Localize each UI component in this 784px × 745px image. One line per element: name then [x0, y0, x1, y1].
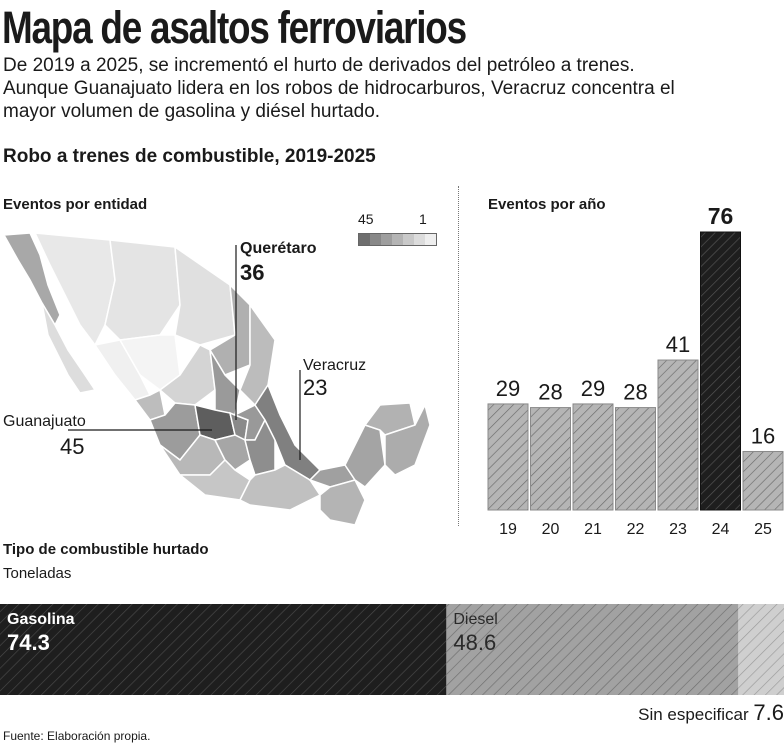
guanajuato-value: 45 [60, 434, 85, 459]
legend-swatch [425, 234, 436, 245]
bar-value-21: 29 [581, 376, 605, 401]
panel-divider [458, 186, 459, 526]
fuel-name-gasolina: Gasolina [7, 611, 75, 628]
legend-swatch [414, 234, 425, 245]
bars-title: Eventos por año [488, 196, 606, 213]
year-bar-chart: 29 19 28 20 29 21 28 22 41 23 76 24 16 25 [487, 203, 784, 538]
page-subtitle: De 2019 a 2025, se incrementó el hurto d… [3, 55, 675, 122]
veracruz-label: Veracruz [303, 357, 367, 374]
bar-22 [615, 407, 656, 511]
legend-min-label: 1 [419, 211, 427, 227]
fuel-segment-diesel [446, 604, 739, 695]
fuel-segment-sin-especificar [738, 604, 784, 695]
sin-especificar-value: 7.6 [753, 700, 784, 725]
map-state-oaxaca [238, 464, 322, 511]
map-state-guerrero [177, 458, 251, 501]
page-title: Mapa de asaltos ferroviarios [2, 2, 467, 53]
bar-value-23: 41 [666, 332, 690, 357]
guanajuato-label: Guanajuato [3, 413, 86, 430]
legend-swatch [403, 234, 414, 245]
bar-value-24: 76 [708, 203, 734, 229]
fuel-value-gasolina: 74.3 [7, 630, 50, 655]
x-tick-22: 22 [627, 521, 645, 538]
fuel-stacked-bar: Gasolina 74.3 Diesel 48.6 [0, 604, 784, 695]
map-legend-scale [358, 233, 437, 246]
fuel-group: Gasolina 74.3 Diesel 48.6 [0, 604, 784, 695]
bar-19 [487, 403, 529, 511]
bar-25 [742, 450, 784, 511]
x-tick-25: 25 [754, 521, 772, 538]
bars-group: 29 19 28 20 29 21 28 22 41 23 76 24 16 25 [487, 203, 784, 538]
bar-value-25: 16 [751, 423, 775, 448]
mexico-map [2, 232, 431, 525]
x-tick-24: 24 [712, 521, 730, 538]
queretaro-value: 36 [240, 260, 265, 285]
bar-24 [700, 231, 741, 511]
legend-swatch [392, 234, 403, 245]
map-title: Eventos por entidad [3, 196, 148, 213]
map-state-quintana-roo [384, 402, 431, 476]
x-tick-21: 21 [584, 521, 602, 538]
fuel-value-diesel: 48.6 [453, 630, 496, 655]
legend-swatch [381, 234, 392, 245]
section-title: Robo a trenes de combustible, 2019-2025 [3, 146, 376, 167]
fuel-title: Tipo de combustible hurtado [3, 541, 209, 558]
fuel-unit: Toneladas [3, 565, 72, 582]
queretaro-label: Querétaro [240, 240, 317, 257]
bar-value-22: 28 [623, 380, 647, 405]
bar-value-19: 29 [496, 376, 520, 401]
x-tick-23: 23 [669, 521, 687, 538]
x-tick-19: 19 [499, 521, 517, 538]
map-state-puebla [244, 418, 276, 476]
legend-swatch [370, 234, 381, 245]
map-state-chiapas [319, 479, 366, 525]
map-state-chihuahua [104, 239, 181, 341]
source-note: Fuente: Elaboración propia. [3, 729, 151, 743]
map-state-baja-california [2, 232, 61, 327]
fuel-segment-gasolina [0, 604, 447, 695]
bar-21 [572, 403, 614, 511]
sin-especificar-name: Sin especificar [638, 705, 749, 724]
veracruz-value: 23 [303, 375, 328, 400]
bar-value-20: 28 [538, 380, 562, 405]
x-tick-20: 20 [542, 521, 560, 538]
fuel-name-diesel: Diesel [453, 611, 497, 628]
legend-swatch [359, 234, 370, 245]
bar-20 [530, 407, 571, 511]
map-state-coahuila [174, 245, 236, 346]
map-state-baja-california-sur [41, 302, 97, 394]
bar-23 [657, 359, 699, 511]
sin-especificar-label: Sin especificar 7.6 [638, 700, 784, 726]
legend-max-label: 45 [358, 211, 374, 227]
map-state-nayarit [133, 388, 166, 421]
